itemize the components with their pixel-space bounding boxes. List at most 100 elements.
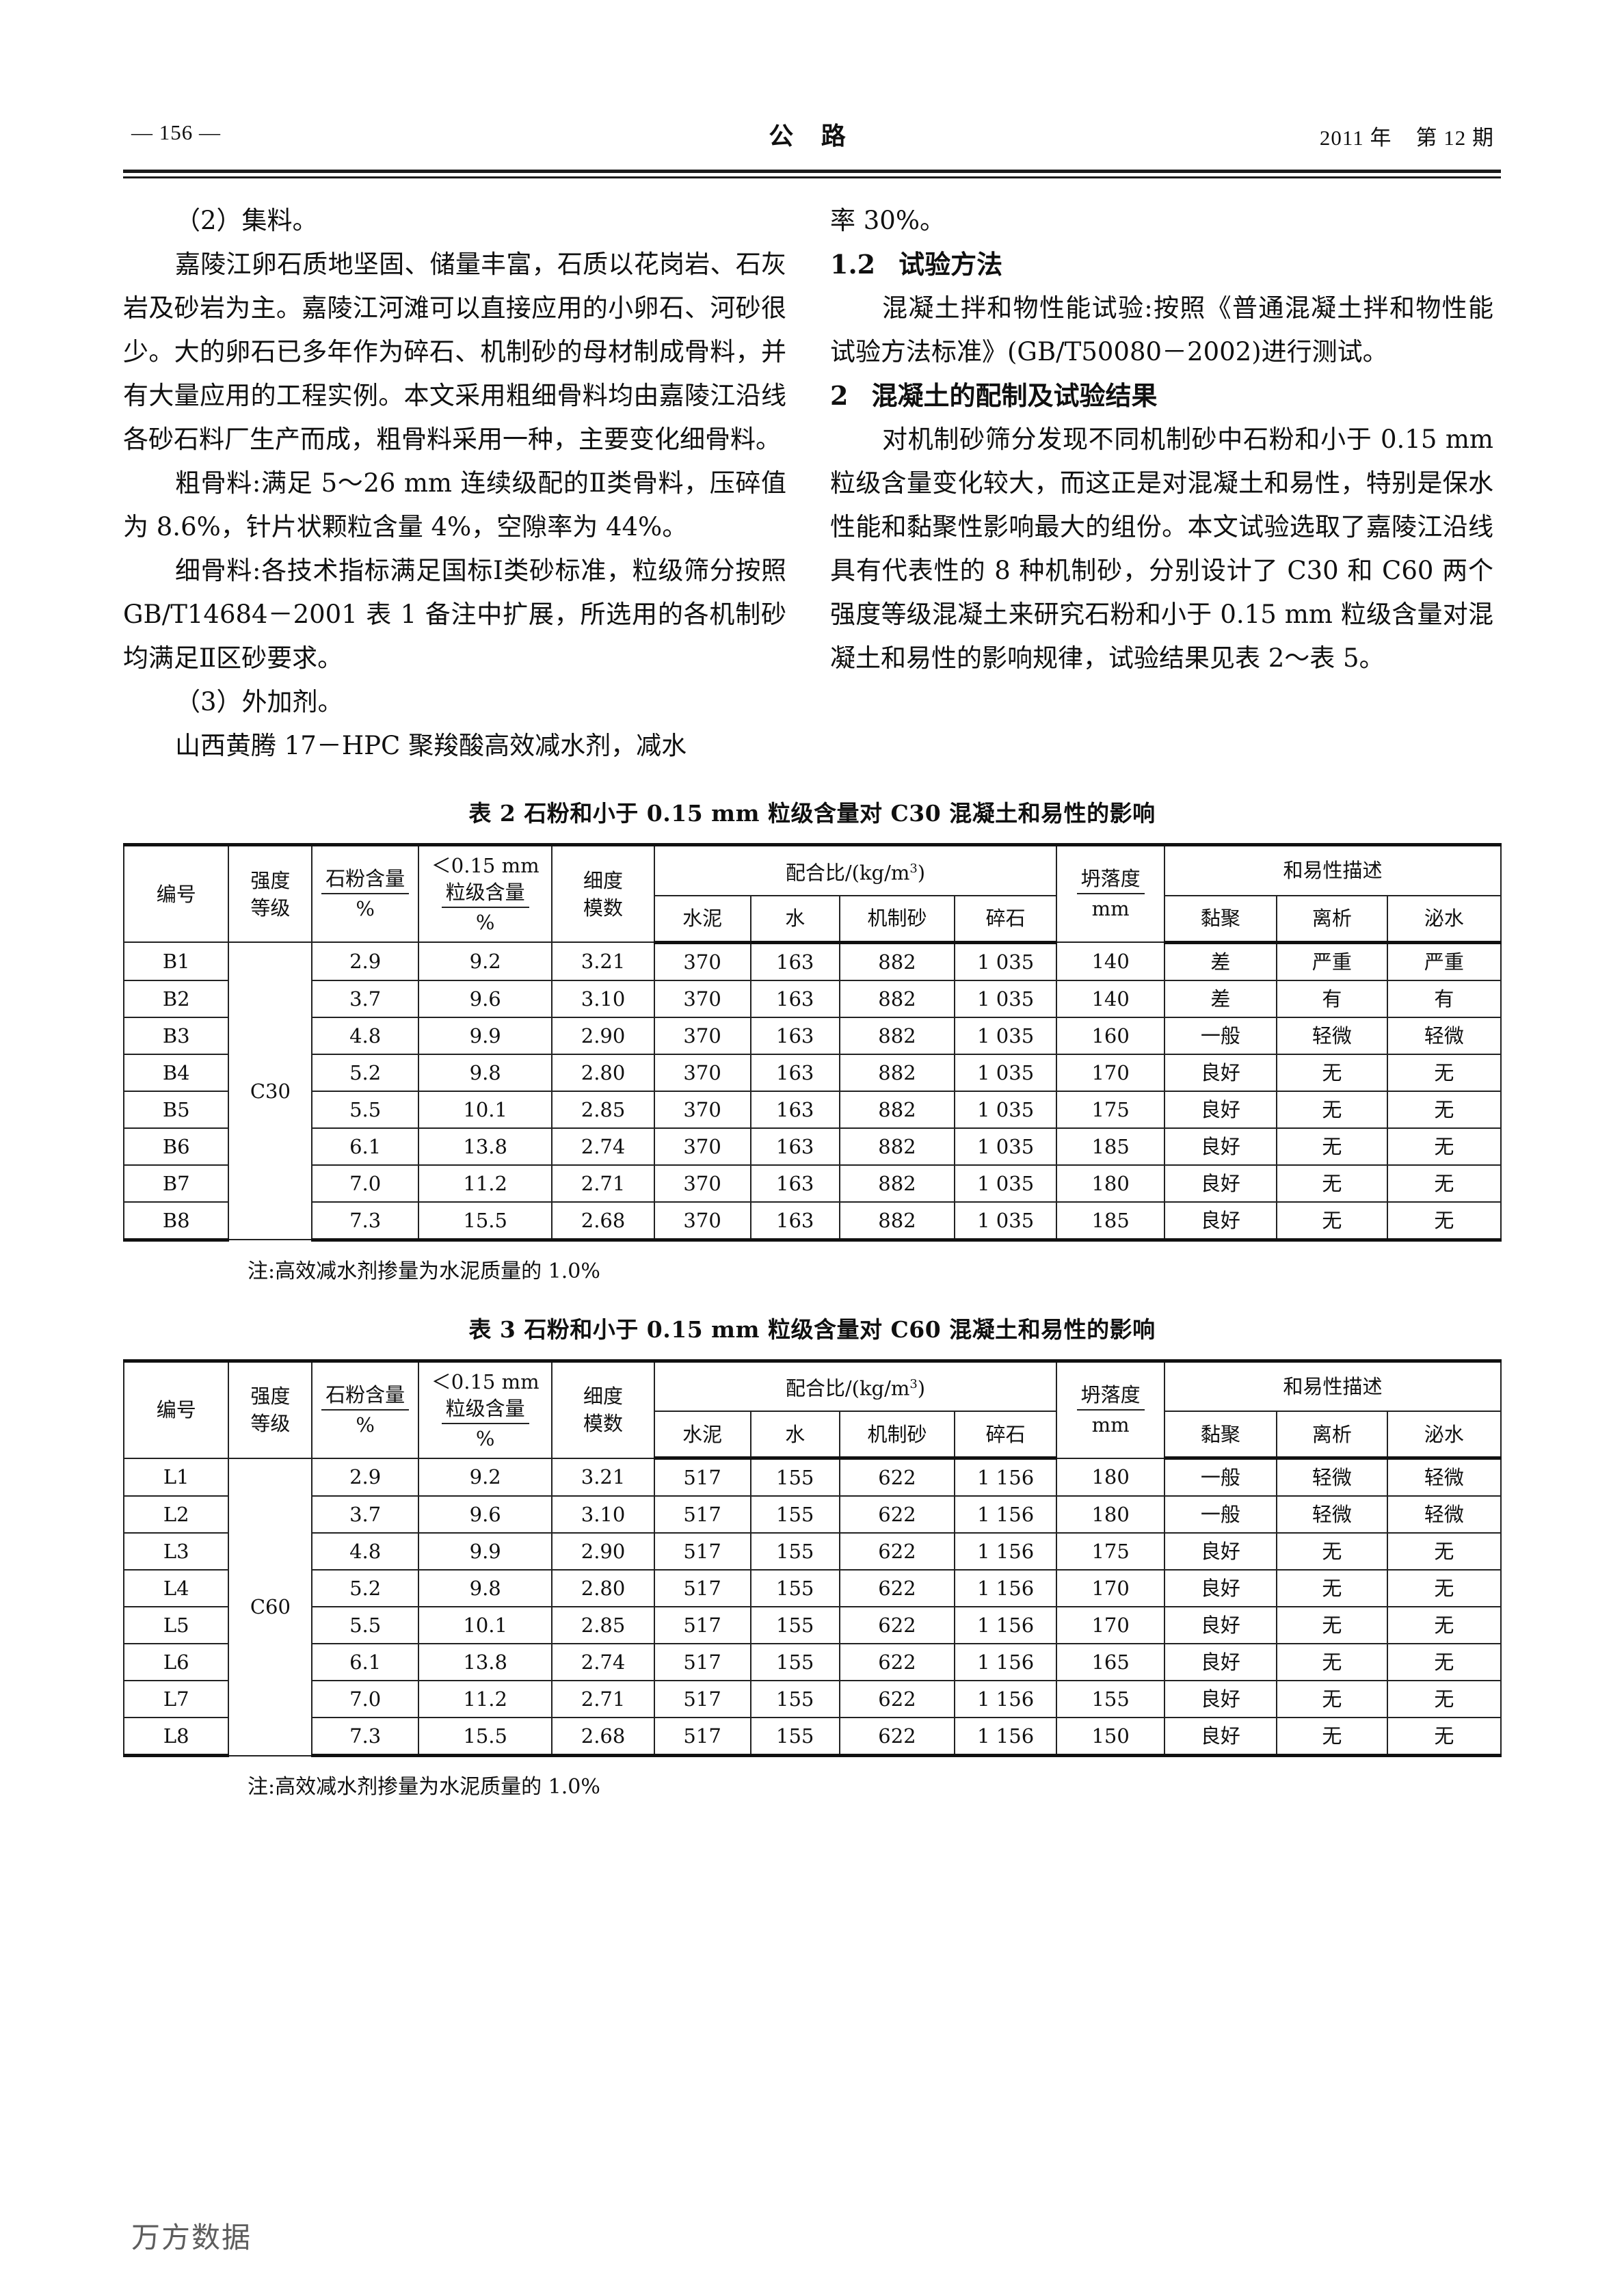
paragraph-water-reduction-rate: 率 30%。 bbox=[830, 206, 945, 235]
table-2-body: B1 C30 2.9 9.2 3.21 370 163 882 1 035 14… bbox=[122, 941, 1502, 1242]
section-heading-2: 2 混凝土的配制及试验结果 bbox=[830, 374, 1493, 418]
t2-cell-segregation: 有 bbox=[1275, 979, 1388, 1018]
t3-cell-slump: 170 bbox=[1056, 1606, 1165, 1644]
t2-cell-slump: 185 bbox=[1056, 1201, 1165, 1242]
t2-h-segregation: 离析 bbox=[1275, 894, 1388, 944]
t3-h-segregation: 离析 bbox=[1275, 1411, 1388, 1460]
t3-cell-fineness: 2.71 bbox=[551, 1680, 655, 1718]
t3-h-grade-l1: 强度 bbox=[250, 1385, 291, 1408]
t3-h-msand: 机制砂 bbox=[838, 1411, 956, 1460]
t2-cell-fineness: 2.90 bbox=[551, 1016, 655, 1055]
t3-cell-fineness: 2.90 bbox=[551, 1532, 655, 1571]
t2-cell-fines: 9.2 bbox=[417, 941, 553, 981]
t2-h-msand: 机制砂 bbox=[838, 894, 956, 944]
t2-cell-bleeding: 无 bbox=[1386, 1164, 1502, 1203]
t2-h-mix-group: 配合比/(kg/m3) bbox=[653, 842, 1058, 896]
paragraph-coarse-aggregate: 粗骨料:满足 5～26 mm 连续级配的Ⅱ类骨料，压碎值为 8.6%，针片状颗粒… bbox=[123, 468, 786, 542]
section-number-2: 2 bbox=[830, 380, 849, 411]
t3-cell-powder: 3.7 bbox=[311, 1495, 419, 1534]
t3-cell-cohesion: 良好 bbox=[1163, 1606, 1277, 1644]
t3-cell-powder: 5.5 bbox=[311, 1606, 419, 1644]
table-2-note: 注:高效减水剂掺量为水泥质量的 1.0% bbox=[248, 1259, 600, 1283]
t2-cell-cohesion: 良好 bbox=[1163, 1053, 1277, 1092]
t3-cell-cohesion: 良好 bbox=[1163, 1717, 1277, 1757]
t2-cell-fines: 9.8 bbox=[417, 1053, 553, 1092]
table-row: L5 5.5 10.1 2.85 517 155 622 1 156 170 良… bbox=[122, 1606, 1502, 1644]
t2-cell-water: 163 bbox=[749, 1201, 840, 1242]
t2-cell-crushed: 1 035 bbox=[954, 1016, 1058, 1055]
table-row: B1 C30 2.9 9.2 3.21 370 163 882 1 035 14… bbox=[122, 941, 1502, 1240]
t3-h-fines-num: 粒级含量 bbox=[441, 1395, 529, 1424]
t2-cell-slump: 180 bbox=[1056, 1164, 1165, 1203]
t3-cell-water: 155 bbox=[749, 1457, 840, 1497]
t3-cell-fines: 13.8 bbox=[417, 1643, 553, 1681]
t3-cell-fines: 9.9 bbox=[417, 1532, 553, 1571]
t2-h-fines-top: ＜0.15 mm bbox=[431, 854, 540, 877]
t3-cell-crushed: 1 156 bbox=[954, 1457, 1058, 1497]
header-rule bbox=[123, 170, 1501, 178]
t2-cell-fines: 9.6 bbox=[417, 979, 553, 1018]
t3-cell-crushed: 1 156 bbox=[954, 1532, 1058, 1571]
t3-cell-water: 155 bbox=[749, 1606, 840, 1644]
t2-h-powder: 石粉含量 % bbox=[311, 843, 419, 943]
t2-cell-bleeding: 无 bbox=[1386, 1127, 1502, 1166]
table-row: L8 7.3 15.5 2.68 517 155 622 1 156 150 良… bbox=[122, 1717, 1502, 1757]
table-3: 编号 强度 等级 石粉含量 % ＜0.15 mm 粒级含量 bbox=[122, 1359, 1502, 1758]
t2-cell-fineness: 2.74 bbox=[551, 1127, 655, 1166]
paragraph-mix-design: 对机制砂筛分发现不同机制砂中石粉和小于 0.15 mm 粒级含量变化较大，而这正… bbox=[830, 425, 1493, 673]
t2-cell-slump: 140 bbox=[1056, 979, 1165, 1018]
t2-cell-fineness: 2.71 bbox=[551, 1164, 655, 1203]
wanfang-watermark: 万方数据 bbox=[131, 2221, 252, 2254]
t2-cell-powder: 3.7 bbox=[311, 979, 419, 1018]
t3-cell-cement: 517 bbox=[653, 1643, 751, 1681]
t2-h-work-group: 和易性描述 bbox=[1163, 842, 1502, 896]
t2-cell-id: B7 bbox=[122, 1164, 230, 1203]
t2-cell-id: B3 bbox=[122, 1016, 230, 1055]
t3-cell-fines: 9.8 bbox=[417, 1569, 553, 1607]
t2-cell-msand: 882 bbox=[838, 1016, 956, 1055]
t3-cell-msand: 622 bbox=[838, 1680, 956, 1718]
t3-cell-grade: C60 bbox=[228, 1457, 313, 1756]
t2-cell-grade: C30 bbox=[228, 941, 313, 1240]
t3-cell-segregation: 无 bbox=[1275, 1532, 1388, 1571]
t2-h-water: 水 bbox=[749, 894, 840, 944]
running-head: — 156 — 公 路 2011 年 第 12 期 bbox=[123, 116, 1501, 157]
t2-cell-slump: 175 bbox=[1056, 1090, 1165, 1129]
t2-cell-cement: 370 bbox=[653, 1127, 751, 1166]
paragraph-admixture-detail: 山西黄腾 17－HPC 聚羧酸高效减水剂，减水 bbox=[175, 731, 687, 760]
table-row: L6 6.1 13.8 2.74 517 155 622 1 156 165 良… bbox=[122, 1643, 1502, 1681]
t2-cell-cement: 370 bbox=[653, 979, 751, 1018]
paragraph-jialing-pebble: 嘉陵江卵石质地坚固、储量丰富，石质以花岗岩、石灰岩及砂岩为主。嘉陵江河滩可以直接… bbox=[123, 250, 786, 454]
table-row: B7 7.0 11.2 2.71 370 163 882 1 035 180 良… bbox=[122, 1164, 1502, 1203]
t2-cell-water: 163 bbox=[749, 1016, 840, 1055]
t3-h-cement: 水泥 bbox=[653, 1411, 751, 1460]
t3-cell-segregation: 轻微 bbox=[1275, 1457, 1388, 1497]
t3-cell-slump: 150 bbox=[1056, 1717, 1165, 1757]
t2-cell-crushed: 1 035 bbox=[954, 1201, 1058, 1242]
t2-h-fineness-l2: 模数 bbox=[583, 896, 624, 920]
t2-cell-id: B4 bbox=[122, 1053, 230, 1092]
t3-cell-bleeding: 轻微 bbox=[1386, 1457, 1502, 1497]
t2-cell-bleeding: 无 bbox=[1386, 1201, 1502, 1242]
t2-cell-cohesion: 良好 bbox=[1163, 1164, 1277, 1203]
t3-h-slump: 坍落度 mm bbox=[1056, 1359, 1165, 1459]
t2-cell-msand: 882 bbox=[838, 1164, 956, 1203]
t3-h-powder-num: 石粉含量 bbox=[321, 1382, 410, 1411]
t2-cell-msand: 882 bbox=[838, 1090, 956, 1129]
t3-cell-id: L3 bbox=[122, 1532, 230, 1571]
t3-cell-fines: 15.5 bbox=[417, 1717, 553, 1757]
t3-h-grade: 强度 等级 bbox=[228, 1359, 313, 1459]
t3-cell-slump: 180 bbox=[1056, 1457, 1165, 1497]
t2-h-slump-den: mm bbox=[1091, 897, 1130, 920]
t3-cell-cohesion: 一般 bbox=[1163, 1457, 1277, 1497]
table-row: B5 5.5 10.1 2.85 370 163 882 1 035 175 良… bbox=[122, 1090, 1502, 1129]
t2-cell-cohesion: 差 bbox=[1163, 941, 1277, 981]
table-2-block: 表 2 石粉和小于 0.15 mm 粒级含量对 C30 混凝土和易性的影响 编号… bbox=[122, 795, 1502, 1284]
t2-cell-segregation: 无 bbox=[1275, 1164, 1388, 1203]
t3-h-slump-den: mm bbox=[1091, 1413, 1130, 1437]
t3-cell-msand: 622 bbox=[838, 1606, 956, 1644]
section-heading-1-2: 1.2 试验方法 bbox=[830, 243, 1493, 286]
t3-cell-msand: 622 bbox=[838, 1457, 956, 1497]
t2-cell-segregation: 无 bbox=[1275, 1201, 1388, 1242]
t2-cell-water: 163 bbox=[749, 1053, 840, 1092]
